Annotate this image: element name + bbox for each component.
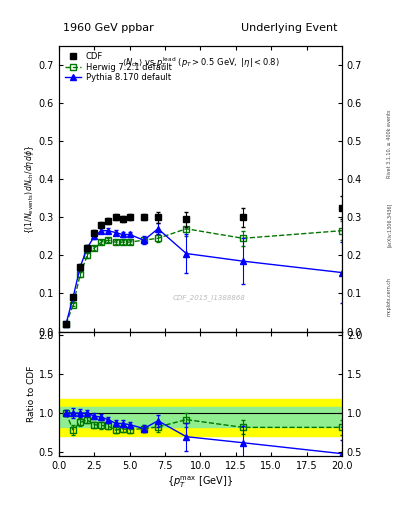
Pythia 8.170 default — [85, 245, 90, 251]
CDF — [106, 218, 111, 224]
Line: Herwig 7.2.1 default: Herwig 7.2.1 default — [63, 226, 345, 327]
CDF — [99, 222, 104, 228]
Pythia 8.170 default — [113, 229, 118, 236]
Legend: CDF, Herwig 7.2.1 default, Pythia 8.170 default: CDF, Herwig 7.2.1 default, Pythia 8.170 … — [63, 50, 173, 84]
Pythia 8.170 default — [106, 228, 111, 234]
CDF — [184, 216, 189, 222]
Herwig 7.2.1 default — [127, 239, 132, 245]
Pythia 8.170 default — [99, 228, 104, 234]
CDF — [64, 321, 68, 327]
CDF — [113, 215, 118, 221]
Text: 1960 GeV ppbar: 1960 GeV ppbar — [63, 23, 154, 33]
X-axis label: $\{p_T^\mathrm{max}\ [\mathrm{GeV}]\}$: $\{p_T^\mathrm{max}\ [\mathrm{GeV}]\}$ — [167, 475, 233, 490]
Text: [arXiv:1306.3436]: [arXiv:1306.3436] — [387, 203, 391, 247]
Pythia 8.170 default — [92, 233, 97, 240]
CDF — [340, 205, 344, 211]
Herwig 7.2.1 default — [113, 239, 118, 245]
Text: CDF_2015_I1388868: CDF_2015_I1388868 — [173, 294, 245, 301]
Herwig 7.2.1 default — [120, 239, 125, 245]
Herwig 7.2.1 default — [99, 239, 104, 245]
Pythia 8.170 default — [340, 269, 344, 275]
Bar — [59, 407, 342, 427]
Pythia 8.170 default — [78, 264, 83, 270]
Pythia 8.170 default — [184, 250, 189, 257]
Line: Pythia 8.170 default: Pythia 8.170 default — [62, 225, 345, 327]
Herwig 7.2.1 default — [106, 237, 111, 243]
CDF — [141, 215, 146, 221]
Text: mcplots.cern.ch: mcplots.cern.ch — [387, 278, 391, 316]
Herwig 7.2.1 default — [156, 235, 160, 241]
CDF — [85, 245, 90, 251]
Line: CDF: CDF — [62, 204, 345, 327]
Herwig 7.2.1 default — [78, 271, 83, 278]
CDF — [92, 229, 97, 236]
Text: Rivet 3.1.10, ≥ 400k events: Rivet 3.1.10, ≥ 400k events — [387, 109, 391, 178]
Herwig 7.2.1 default — [241, 235, 245, 241]
CDF — [78, 264, 83, 270]
Herwig 7.2.1 default — [92, 245, 97, 251]
Herwig 7.2.1 default — [184, 226, 189, 232]
Pythia 8.170 default — [120, 231, 125, 238]
Herwig 7.2.1 default — [141, 237, 146, 243]
CDF — [120, 216, 125, 222]
Pythia 8.170 default — [64, 321, 68, 327]
Text: $\langle N_\mathrm{ch}\rangle$ vs $p_T^\mathrm{lead}$ $(p_T > 0.5\ \mathrm{GeV},: $\langle N_\mathrm{ch}\rangle$ vs $p_T^\… — [121, 55, 279, 70]
CDF — [156, 215, 160, 221]
Y-axis label: $\{(1/N_\mathrm{events})\, dN_\mathrm{ch}/d\eta\, d\phi\}$: $\{(1/N_\mathrm{events})\, dN_\mathrm{ch… — [23, 144, 36, 233]
Herwig 7.2.1 default — [64, 321, 68, 327]
Herwig 7.2.1 default — [71, 302, 75, 308]
Text: Underlying Event: Underlying Event — [241, 23, 338, 33]
Herwig 7.2.1 default — [340, 228, 344, 234]
CDF — [127, 215, 132, 221]
Pythia 8.170 default — [127, 231, 132, 238]
Y-axis label: Ratio to CDF: Ratio to CDF — [27, 366, 36, 422]
Pythia 8.170 default — [141, 237, 146, 243]
CDF — [71, 294, 75, 301]
Pythia 8.170 default — [241, 258, 245, 264]
Pythia 8.170 default — [156, 226, 160, 232]
Pythia 8.170 default — [71, 294, 75, 301]
Herwig 7.2.1 default — [85, 252, 90, 259]
Bar — [59, 399, 342, 436]
CDF — [241, 215, 245, 221]
